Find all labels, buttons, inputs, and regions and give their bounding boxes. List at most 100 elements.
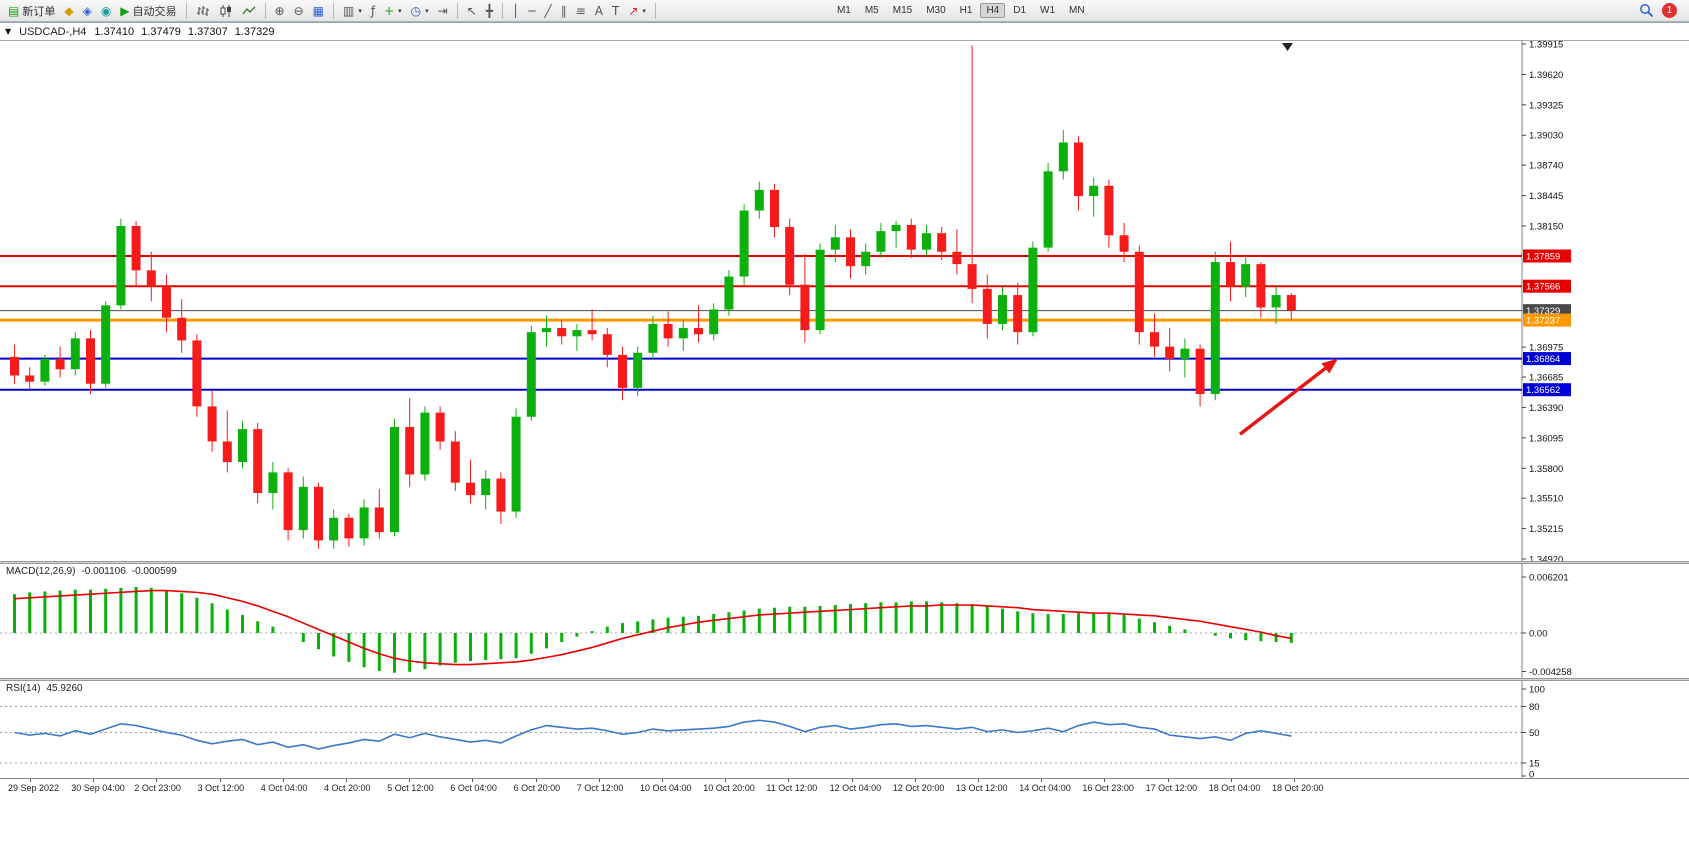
bear-candle (1104, 185, 1114, 236)
add-indicator-button[interactable]: + ▾ (380, 1, 406, 21)
channel-icon: ∥ (560, 3, 567, 18)
indicators-button[interactable]: ƒ (367, 1, 379, 21)
open-value: 1.37410 (94, 25, 135, 38)
timeframe-h4-button[interactable]: H4 (980, 3, 1006, 18)
time-label: 4 Oct 20:00 (324, 783, 371, 793)
arrows-button[interactable]: ↗ ▾ (624, 1, 650, 21)
data-window-button[interactable]: ◉ (97, 1, 115, 21)
macd-panel[interactable]: 0.006201 0.00 -0.004258 (0, 564, 1689, 678)
support-line-lower-price-badge (1523, 383, 1571, 397)
chart-menu-icon[interactable]: ▼ (5, 27, 12, 36)
time-axis[interactable]: 29 Sep 2022 30 Sep 04:00 2 Oct 23:00 3 Oct … (0, 778, 1689, 799)
bear-candle (906, 224, 916, 250)
price-tick-label: 1.38445 (1529, 191, 1563, 202)
timeframe-w1-button[interactable]: W1 (1040, 5, 1056, 16)
time-label: 18 Oct 20:00 (1272, 783, 1324, 793)
macd-axis-label: -0.004258 (1529, 667, 1572, 678)
zoom-out-button[interactable]: ⊖ (290, 1, 308, 21)
timeframe-m5-button[interactable]: M5 (864, 5, 879, 16)
search-icon[interactable] (1639, 3, 1654, 18)
rsi-panel[interactable]: 100 80 50 15 0 (0, 681, 1689, 778)
bull-candle (298, 486, 308, 531)
time-tick (1294, 779, 1295, 782)
bull-candle (678, 328, 688, 339)
bear-candle (314, 486, 323, 541)
bar-chart-button[interactable] (192, 1, 214, 21)
ohlc-readout: 1.37410 1.37479 1.37307 1.37329 (94, 26, 274, 38)
support-line-upper-price-badge (1523, 352, 1571, 366)
price-tick-label: 1.36975 (1529, 343, 1563, 354)
timeframe-h1-button[interactable]: H1 (959, 5, 973, 16)
rsi-name: RSI(14) (6, 683, 41, 694)
rsi-line (14, 719, 1292, 750)
profiles-button[interactable]: ▥ ▾ (339, 1, 366, 21)
time-label: 2 Oct 23:00 (134, 783, 181, 793)
annotation-arrow-head[interactable] (1321, 358, 1338, 374)
annotation-arrow[interactable] (1238, 366, 1327, 436)
panel-splitter[interactable] (0, 678, 1689, 681)
candlestick-chart-button[interactable] (215, 1, 237, 21)
chart-shift-button[interactable]: ⇥ (434, 1, 452, 21)
bear-candle (800, 284, 810, 331)
svg-text:1.36562: 1.36562 (1526, 385, 1560, 396)
horizontal-line-icon: ─ (528, 3, 536, 18)
price-tick-label: 1.34920 (1529, 555, 1563, 563)
macd-signal-value: -0.000599 (131, 566, 177, 577)
timeframe-m30-button[interactable]: M30 (926, 5, 946, 16)
bull-candle (1241, 264, 1251, 287)
trendline-button[interactable]: ╱ (541, 1, 556, 21)
tile-windows-button[interactable]: ▦ (309, 1, 328, 21)
bull-candle (1210, 262, 1220, 395)
new-order-icon: ▤ (8, 3, 20, 18)
fibonacci-icon: ≡ (575, 3, 586, 18)
bull-candle (830, 237, 840, 250)
text-label-button[interactable]: T (608, 1, 623, 21)
text-label-icon: T (612, 3, 620, 18)
price-chart-panel[interactable]: 1.39915 1.39620 1.39325 1.39030 1.38740 1.384… (0, 40, 1689, 563)
crosshair-button[interactable]: ╋ (482, 1, 497, 21)
timeframe-m1-button[interactable]: M1 (836, 5, 851, 16)
timeframe-mn-button[interactable]: MN (1069, 5, 1085, 16)
bear-candle (967, 264, 977, 289)
periods-button[interactable]: ◷ ▾ (407, 1, 433, 21)
bear-candle (770, 189, 779, 228)
timeframe-m15-button[interactable]: M15 (892, 5, 913, 16)
new-order-button[interactable]: ▤ 新订单 (4, 1, 59, 21)
time-label: 12 Oct 20:00 (892, 783, 945, 793)
low-value: 1.37307 (187, 25, 228, 38)
bull-candle (739, 210, 749, 277)
auto-trading-button[interactable]: ▶ 自动交易 (116, 1, 180, 21)
time-tick (409, 779, 411, 782)
svg-text:1.36864: 1.36864 (1526, 354, 1560, 365)
fibonacci-button[interactable]: ≡ (572, 1, 590, 21)
bull-candle (1043, 171, 1053, 248)
metaeditor-button[interactable]: ◆ (60, 1, 77, 21)
bear-candle (1013, 295, 1023, 333)
cursor-button[interactable]: ↖ (463, 1, 481, 21)
market-watch-button[interactable]: ◈ (79, 1, 96, 21)
time-label: 14 Oct 04:00 (1019, 783, 1071, 793)
panel-splitter[interactable] (0, 561, 1689, 564)
price-tick-label: 1.39325 (1529, 100, 1563, 111)
horizontal-line-button[interactable]: ─ (524, 1, 539, 21)
arrows-icon: ↗ (628, 3, 639, 18)
zoom-in-button[interactable]: ⊕ (271, 1, 289, 21)
time-tick (914, 779, 916, 782)
chart-shift-marker[interactable] (1282, 43, 1293, 51)
channel-button[interactable]: ∥ (557, 1, 571, 21)
dropdown-caret-icon: ▾ (358, 6, 362, 15)
bear-candle (663, 323, 673, 339)
time-label: 7 Oct 12:00 (576, 783, 624, 793)
notification-badge[interactable]: 1 (1662, 3, 1677, 18)
timeframe-toolbar: M1 M5 M15 M30 H1 H4 D1 W1 MN (831, 3, 1091, 18)
line-chart-button[interactable] (238, 1, 260, 21)
bear-candle (846, 237, 855, 267)
text-button[interactable]: A (591, 1, 607, 21)
data-window-icon: ◉ (100, 3, 112, 18)
rsi-axis-label: 0 (1529, 770, 1534, 779)
macd-signal-line (14, 589, 1292, 666)
toolbar-separator (185, 2, 187, 19)
vertical-line-button[interactable]: │ (508, 1, 523, 21)
timeframe-d1-button[interactable]: D1 (1013, 5, 1027, 16)
time-tick (93, 779, 95, 782)
